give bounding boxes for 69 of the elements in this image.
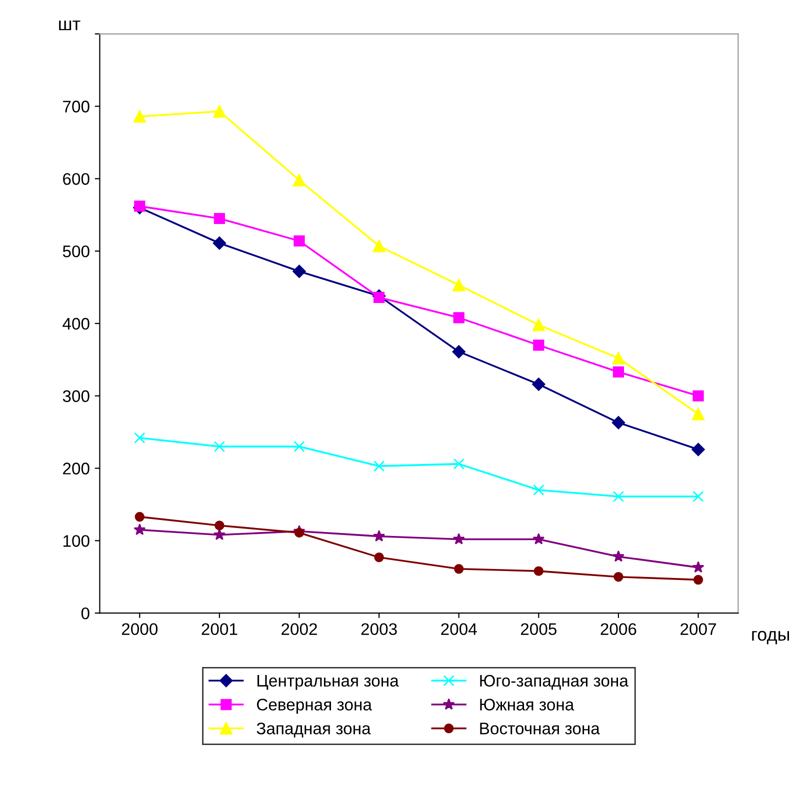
point <box>692 442 705 456</box>
point <box>134 432 146 444</box>
point <box>373 292 385 303</box>
point <box>612 416 626 430</box>
point <box>612 490 624 502</box>
point <box>213 105 226 118</box>
x-tick-label: 2004 <box>441 623 477 636</box>
point <box>533 484 544 496</box>
y-tick-label: 0 <box>81 607 90 620</box>
y-tick-label: 100 <box>63 535 90 547</box>
point <box>612 366 624 378</box>
point <box>612 550 624 562</box>
point <box>373 460 385 472</box>
point <box>134 524 146 535</box>
legend-label: Западная зона <box>256 722 371 738</box>
y-tick-label: 300 <box>62 390 90 402</box>
point <box>292 264 306 278</box>
point <box>454 564 464 574</box>
legend-label: Восточная зона <box>480 722 600 734</box>
point <box>213 528 226 540</box>
point <box>692 490 704 502</box>
x-tick-label: 2006 <box>600 623 636 636</box>
point <box>133 110 146 123</box>
point <box>294 440 305 452</box>
point <box>614 572 624 582</box>
point <box>533 340 544 351</box>
point <box>452 278 466 292</box>
point <box>134 512 145 522</box>
point <box>214 440 226 452</box>
point <box>214 212 226 224</box>
point <box>532 532 545 544</box>
point <box>452 345 466 358</box>
point <box>293 174 306 186</box>
x-tick-label: 2001 <box>202 623 238 636</box>
y-tick-label: 500 <box>62 245 90 258</box>
x-tick-label: 2002 <box>282 623 317 636</box>
point <box>692 561 704 573</box>
x-tick-label: 2005 <box>520 623 556 636</box>
point <box>693 574 704 585</box>
point <box>212 236 226 250</box>
x-tick-label: 2003 <box>361 623 397 636</box>
point <box>532 318 545 332</box>
x-tick-label: 2007 <box>680 623 716 636</box>
point <box>453 312 464 324</box>
point <box>294 528 304 538</box>
point <box>134 200 146 212</box>
x-tick-label: 2000 <box>122 623 158 636</box>
point <box>532 378 546 391</box>
point <box>692 390 704 402</box>
y-tick-label: 600 <box>63 173 90 185</box>
point <box>214 520 224 530</box>
legend-label: Южная зона <box>480 698 574 711</box>
point <box>374 552 384 562</box>
legend-label: Центральная зона <box>258 675 399 690</box>
point <box>372 240 386 252</box>
y-tick-label: 700 <box>63 100 90 112</box>
point <box>373 530 386 542</box>
y-axis-title: шт <box>59 20 80 30</box>
point <box>294 235 305 246</box>
x-axis-title: годы <box>752 630 789 644</box>
legend-label: Северная зона <box>256 698 372 714</box>
y-tick-label: 400 <box>62 318 90 330</box>
point <box>612 352 625 364</box>
point <box>453 458 464 470</box>
legend-label: Юго-западная зона <box>480 674 628 690</box>
point <box>692 408 704 420</box>
point <box>452 532 465 544</box>
point <box>534 566 544 576</box>
y-tick-label: 200 <box>63 462 90 474</box>
